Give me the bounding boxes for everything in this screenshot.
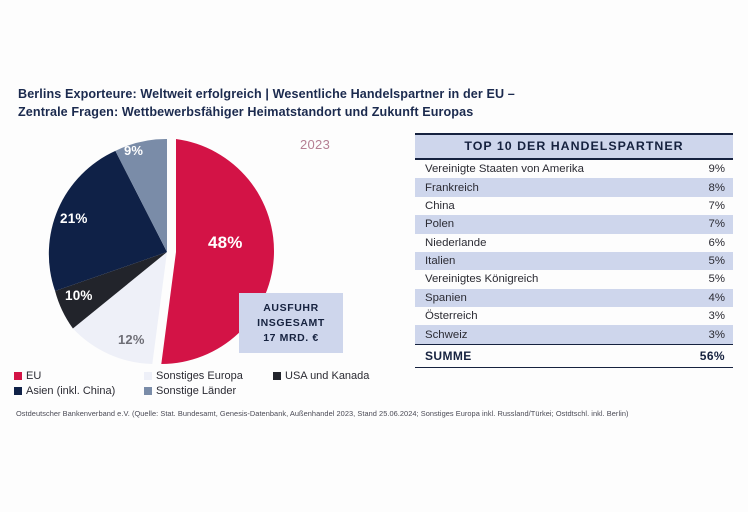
legend-swatch-icon-sonstige-laender	[144, 387, 152, 395]
legend-item-asien: Asien (inkl. China)	[14, 385, 144, 397]
table-cell-value: 7%	[708, 218, 725, 231]
legend-label-eu: EU	[26, 370, 42, 382]
legend-item-sonstige-laender: Sonstige Länder	[144, 385, 236, 397]
legend-label-sonstige-laender: Sonstige Länder	[156, 385, 237, 397]
table-cell-name: Schweiz	[425, 328, 468, 341]
pie-chart	[18, 130, 403, 375]
table-sum-row: SUMME 56%	[415, 343, 733, 368]
callout-line-1: AUSFUHR	[263, 301, 319, 314]
table-row: Schweiz 3%	[415, 325, 733, 344]
table-row: Vereinigtes Königreich 5%	[415, 270, 733, 288]
table-cell-name: Niederlande	[425, 236, 487, 249]
legend-item-sonstiges-europa: Sonstiges Europa	[144, 370, 273, 382]
table-cell-name: Polen	[425, 218, 455, 231]
table-cell-name: Italien	[425, 255, 456, 268]
table-row: China 7%	[415, 197, 733, 215]
pie-label-usa-kanada: 10%	[65, 288, 93, 303]
callout-line-2: INSGESAMT	[257, 316, 325, 329]
table-cell-name: Vereinigtes Königreich	[425, 273, 539, 286]
table-cell-value: 3%	[708, 328, 725, 341]
pie-label-eu: 48%	[208, 233, 243, 252]
top-partners-table: TOP 10 DER HANDELSPARTNER Vereinigte Sta…	[415, 133, 733, 368]
legend-item-eu: EU	[14, 370, 144, 382]
table-row: Polen 7%	[415, 215, 733, 234]
table-header: TOP 10 DER HANDELSPARTNER	[415, 133, 733, 160]
legend-swatch-icon-eu	[14, 372, 22, 380]
table-cell-name: China	[425, 199, 455, 212]
table-cell-value: 5%	[708, 255, 725, 268]
table-cell-name: Österreich	[425, 310, 478, 323]
pie-slice-asien	[48, 150, 167, 291]
pie-slice-sonstige-laender	[115, 138, 167, 252]
pie-chart-svg	[48, 138, 275, 364]
table-sum-label: SUMME	[425, 348, 472, 363]
pie-label-sonstiges-europa: 12%	[118, 332, 145, 347]
legend-swatch-icon-sonstiges-europa	[144, 372, 152, 380]
table-cell-value: 7%	[708, 199, 725, 212]
table-row: Vereinigte Staaten von Amerika 9%	[415, 160, 733, 178]
table-row: Frankreich 8%	[415, 178, 733, 197]
legend-item-usa-kanada: USA und Kanada	[273, 370, 369, 382]
chart-legend: EU Sonstiges Europa USA und Kanada Asien…	[14, 370, 414, 400]
page-title: Berlins Exporteure: Weltweit erfolgreich…	[18, 86, 618, 121]
table-cell-value: 5%	[708, 273, 725, 286]
total-export-callout: AUSFUHR INSGESAMT 17 MRD. €	[239, 293, 343, 353]
source-footnote: Ostdeutscher Bankenverband e.V. (Quelle:…	[16, 409, 629, 418]
page-title-line-2: Zentrale Fragen: Wettbewerbsfähiger Heim…	[18, 104, 474, 119]
legend-swatch-icon-asien	[14, 387, 22, 395]
table-cell-value: 8%	[708, 181, 725, 194]
table-cell-value: 6%	[708, 236, 725, 249]
pie-label-sonstige-laender: 9%	[124, 143, 144, 158]
pie-slices	[48, 138, 275, 364]
pie-label-asien: 21%	[60, 211, 88, 226]
table-row: Spanien 4%	[415, 288, 733, 307]
table-cell-value: 9%	[708, 163, 725, 176]
legend-label-asien: Asien (inkl. China)	[26, 385, 116, 397]
table-cell-value: 3%	[708, 310, 725, 323]
pie-year-label: 2023	[300, 137, 331, 152]
legend-row-2: Asien (inkl. China) Sonstige Länder	[14, 385, 414, 397]
table-cell-value: 4%	[708, 291, 725, 304]
table-row: Österreich 3%	[415, 307, 733, 325]
legend-label-sonstiges-europa: Sonstiges Europa	[156, 370, 243, 382]
table-cell-name: Vereinigte Staaten von Amerika	[425, 163, 584, 176]
legend-label-usa-kanada: USA und Kanada	[285, 370, 370, 382]
legend-swatch-icon-usa-kanada	[273, 372, 281, 380]
pie-slice-usa-kanada	[55, 252, 167, 329]
callout-line-3: 17 MRD. €	[263, 331, 319, 344]
table-cell-name: Frankreich	[425, 181, 479, 194]
pie-slice-sonstiges-europa	[72, 252, 167, 364]
table-sum-value: 56%	[699, 348, 725, 363]
table-cell-name: Spanien	[425, 291, 467, 304]
page-title-line-1: Berlins Exporteure: Weltweit erfolgreich…	[18, 87, 515, 101]
table-row: Niederlande 6%	[415, 234, 733, 252]
legend-row-1: EU Sonstiges Europa USA und Kanada	[14, 370, 414, 382]
table-row: Italien 5%	[415, 251, 733, 271]
